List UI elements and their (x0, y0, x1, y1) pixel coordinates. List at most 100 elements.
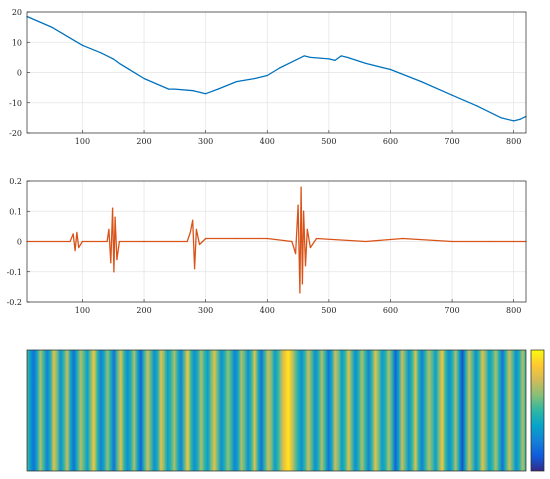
middle-chart-x-tick-label: 800 (506, 306, 521, 315)
top-chart-data-point (192, 90, 194, 92)
middle-chart-data-point (81, 240, 84, 243)
middle-chart-data-point (78, 246, 80, 249)
heatmap-axes-box (26, 349, 527, 472)
middle-chart-data-point (108, 228, 110, 230)
top-chart-data-point (205, 93, 207, 95)
middle-chart-data-point (309, 246, 311, 249)
top-chart-data-point (143, 77, 145, 80)
middle-chart-x-tick-label: 200 (136, 306, 151, 315)
bottom-heatmap (26, 349, 545, 472)
top-chart-data-point (340, 55, 342, 57)
top-chart-x-tick-label: 400 (260, 137, 275, 146)
top-chart-data-point (168, 88, 170, 90)
middle-chart-y-tick-label: 0.1 (9, 207, 22, 216)
middle-chart-x-tick-label: 700 (444, 306, 459, 315)
middle-chart-x-tick-label: 600 (383, 306, 398, 315)
middle-chart-data-point (118, 240, 121, 243)
middle-chart-data-point (116, 259, 118, 261)
middle-chart-x-tick-label: 100 (75, 306, 90, 315)
top-chart-data-point (266, 74, 268, 77)
middle-chart-axes-box (26, 180, 527, 303)
top-chart-x-tick-label: 100 (75, 137, 90, 146)
middle-chart-x-tick-label: 500 (321, 306, 336, 315)
middle-chart-data-point (301, 283, 303, 285)
middle-chart-data-point (488, 240, 490, 243)
top-chart-x-tick-label: 200 (136, 137, 151, 146)
top-chart-data-point (420, 80, 422, 83)
middle-chart-data-point (192, 219, 194, 221)
middle-chart-y-tick-label: 0 (17, 238, 22, 247)
top-chart-y-tick-label: 0 (17, 69, 22, 78)
top-chart-data-point (334, 59, 336, 62)
middle-chart-data-point (402, 237, 404, 240)
heatmap-image (27, 350, 526, 471)
top-chart-x-tick-label: 800 (506, 137, 521, 146)
colorbar (530, 349, 545, 472)
top-chart-data-point (519, 118, 521, 120)
middle-chart-data-point (113, 271, 115, 273)
middle-chart-data-point (303, 210, 305, 212)
middle-chart-data-point (451, 240, 453, 243)
middle-chart-data-point (315, 237, 318, 240)
middle-chart-x-tick-label: 400 (260, 306, 275, 315)
top-chart-x-tick-label: 500 (321, 137, 336, 146)
middle-chart-data-point (294, 253, 297, 255)
top-chart-data-point (346, 56, 348, 58)
middle-chart-data-point (186, 240, 188, 243)
top-chart-data-point (309, 56, 311, 58)
top-chart-series-line (26, 15, 527, 122)
top-chart-y-tick-label: -20 (9, 129, 22, 138)
top-chart-data-point (328, 58, 330, 60)
middle-chart-data-point (110, 262, 112, 264)
top-chart-data-point (51, 26, 53, 28)
top-chart-data-point (291, 61, 293, 63)
middle-chart-data-point (299, 292, 301, 294)
middle-chart-data-point (306, 228, 308, 230)
middle-chart-data-point (114, 216, 116, 218)
top-chart-data-point (278, 67, 281, 69)
middle-chart-data-point (74, 249, 76, 252)
top-chart-data-point (235, 80, 238, 83)
top-chart-data-point (81, 44, 84, 46)
middle-chart-data-point (72, 233, 74, 235)
middle-chart-data-point (304, 265, 307, 267)
middle-chart-data-point (300, 186, 302, 188)
middle-chart-data-point (235, 237, 238, 240)
middle-chart-data-point (143, 240, 145, 243)
middle-chart-data-point (193, 268, 196, 270)
top-chart-y-tick-label: 20 (12, 8, 22, 17)
top-chart-data-point (217, 88, 219, 90)
top-chart-data-point (112, 58, 114, 60)
middle-line-chart: 100 200 300 400 500 600 700 800 0.2 0.1 0 -0.1 -0.2 (7, 177, 527, 315)
top-chart-y-tick-label: -10 (9, 99, 22, 108)
top-chart-data-point (100, 52, 102, 54)
middle-chart-data-point (198, 243, 201, 246)
middle-chart-y-tick-label: -0.1 (7, 268, 22, 277)
middle-chart-data-point (76, 231, 78, 234)
top-chart-data-point (513, 120, 515, 122)
top-chart-data-point (389, 68, 392, 71)
middle-chart-data-point (266, 237, 268, 240)
top-chart-x-tick-label: 600 (383, 137, 398, 146)
middle-chart-y-tick-label: 0.2 (9, 177, 22, 186)
middle-chart-data-point (205, 237, 207, 240)
middle-chart-data-point (189, 231, 191, 234)
top-chart-axes-box (26, 11, 527, 134)
middle-chart-x-tick-label: 300 (198, 306, 213, 315)
middle-chart-data-point (69, 240, 71, 243)
middle-chart-data-point (106, 240, 108, 243)
top-chart-data-point (174, 88, 176, 90)
middle-chart-data-point (291, 240, 293, 243)
top-chart-data-point (254, 77, 256, 80)
top-chart-x-tick-label: 700 (444, 137, 459, 146)
top-chart-x-tick-label: 300 (198, 137, 213, 146)
top-chart-y-tick-label: 10 (12, 38, 22, 47)
top-chart-data-point (303, 55, 305, 57)
top-chart-data-point (500, 117, 502, 119)
middle-chart-data-point (112, 207, 114, 209)
top-chart-data-point (118, 62, 121, 65)
middle-chart-y-tick-label: -0.2 (7, 298, 22, 307)
middle-chart-data-point (195, 228, 198, 230)
